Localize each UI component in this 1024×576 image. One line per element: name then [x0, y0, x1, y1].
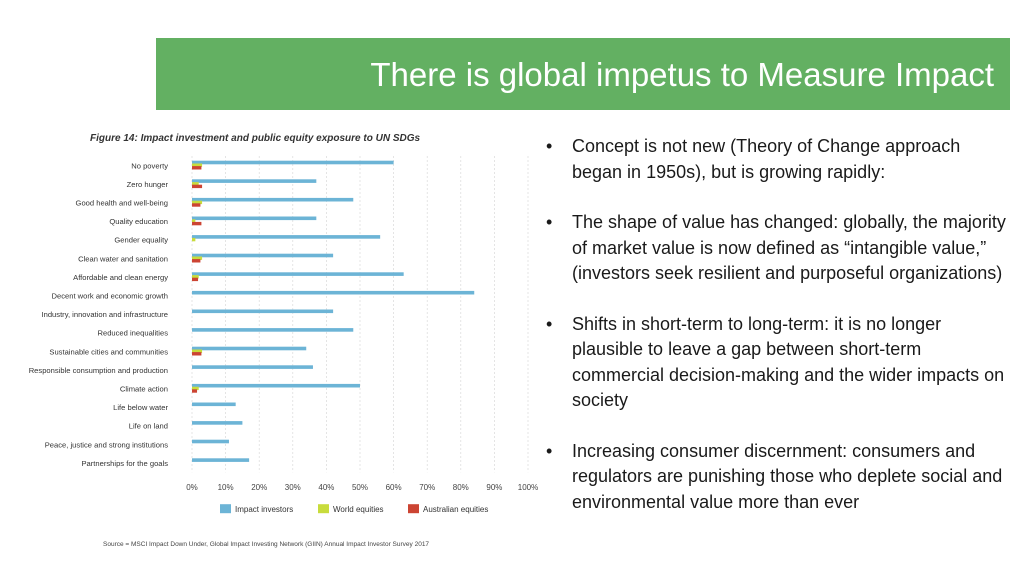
bullet-item: • Concept is not new (Theory of Change ap…: [546, 134, 1006, 185]
bar-world-equities: [192, 386, 199, 391]
legend-swatch: [318, 504, 329, 514]
category-label: Climate action: [120, 385, 168, 394]
bullet-text: Concept is not new (Theory of Change app…: [572, 136, 961, 182]
category-label: No poverty: [131, 161, 168, 170]
bullet-item: • The shape of value has changed: globall…: [546, 210, 1006, 287]
bar-impact-investors: [192, 383, 360, 388]
legend-label: Australian equities: [423, 505, 488, 514]
bar-impact-investors: [192, 365, 313, 369]
bar-world-equities: [192, 163, 203, 167]
bullet-dot: •: [546, 212, 553, 232]
bar-impact-investors: [192, 328, 354, 332]
category-label: Industry, innovation and infrastructure: [42, 310, 169, 319]
bar-impact-investors: [192, 290, 475, 295]
bar-impact-investors: [192, 346, 307, 351]
bar-impact-investors: [192, 253, 334, 258]
slide-title: There is global impetus to Measure Impac…: [370, 56, 994, 93]
bar-impact-investors: [192, 272, 404, 276]
category-label: Zero hunger: [127, 180, 169, 189]
bullet-dot: •: [546, 440, 553, 461]
category-label: Life on land: [129, 422, 168, 431]
bullet-item: • Shifts in short-term to long-term: it i…: [546, 312, 1006, 414]
bar-australian-equities: [192, 166, 202, 170]
category-label: Life below water: [113, 403, 168, 412]
bar-impact-investors: [192, 235, 381, 239]
sdg-bar-chart: Figure 14: Impact investment and public …: [29, 133, 539, 548]
source-note: Source = MSCI Impact Down Under, Global …: [103, 541, 429, 548]
x-tick-label: 100%: [518, 483, 538, 492]
figure: Figure 14: Impact investment and public …: [0, 124, 545, 554]
x-tick-label: 30%: [285, 483, 301, 492]
x-tick-label: 0%: [186, 483, 198, 492]
bullet-dot: •: [546, 136, 553, 156]
bullet-list: • Concept is not new (Theory of Change ap…: [546, 134, 1006, 540]
category-label: Good health and well-being: [76, 199, 168, 208]
bar-world-equities: [192, 349, 203, 353]
x-tick-label: 40%: [318, 483, 334, 492]
bullet-text: Shifts in short-term to long-term: it is…: [572, 313, 1005, 411]
bullet-dot: •: [546, 313, 553, 334]
title-bar: There is global impetus to Measure Impac…: [156, 38, 1010, 110]
bar-world-equities: [192, 182, 199, 186]
category-label: Affordable and clean energy: [73, 273, 168, 282]
bar-australian-equities: [192, 259, 201, 263]
bar-world-equities: [192, 200, 203, 205]
bar-australian-equities: [192, 221, 202, 226]
bar-world-equities: [192, 219, 196, 223]
bar-world-equities: [192, 275, 199, 279]
x-tick-label: 60%: [386, 483, 402, 492]
category-label: Decent work and economic growth: [52, 292, 169, 301]
legend-swatch: [408, 504, 419, 514]
chart-title: Figure 14: Impact investment and public …: [90, 133, 421, 144]
bar-world-equities: [192, 237, 196, 242]
bullet-text: The shape of value has changed: globally…: [572, 212, 1006, 283]
legend-label: Impact investors: [235, 505, 293, 514]
bar-impact-investors: [192, 439, 229, 444]
bar-impact-investors: [192, 421, 243, 425]
bar-impact-investors: [192, 458, 250, 462]
bar-australian-equities: [192, 277, 199, 282]
legend-swatch: [220, 504, 231, 514]
bar-australian-equities: [192, 184, 203, 189]
bar-australian-equities: [192, 352, 202, 356]
bar-australian-equities: [192, 203, 201, 207]
category-label: Clean water and sanitation: [78, 254, 168, 263]
bullet-item: • Increasing consumer discernment: consum…: [546, 439, 1006, 516]
bar-impact-investors: [192, 402, 236, 407]
bar-impact-investors: [192, 179, 317, 183]
bar-impact-investors: [192, 160, 394, 165]
category-label: Gender equality: [114, 236, 168, 245]
x-tick-label: 70%: [419, 483, 435, 492]
category-label: Sustainable cities and communities: [49, 347, 168, 356]
x-tick-label: 80%: [453, 483, 469, 492]
x-tick-label: 90%: [486, 483, 502, 492]
bar-world-equities: [192, 256, 203, 260]
x-tick-label: 50%: [352, 483, 368, 492]
x-tick-label: 10%: [218, 483, 234, 492]
bar-impact-investors: [192, 216, 317, 221]
category-label: Reduced inequalities: [97, 329, 168, 338]
bar-australian-equities: [192, 389, 198, 393]
category-label: Responsible consumption and production: [29, 366, 168, 375]
bar-impact-investors: [192, 197, 354, 202]
category-label: Peace, justice and strong institutions: [45, 440, 168, 449]
bullet-text: Increasing consumer discernment: consume…: [572, 440, 1003, 512]
category-label: Partnerships for the goals: [81, 459, 168, 468]
legend-label: World equities: [333, 505, 384, 514]
bar-impact-investors: [192, 309, 334, 314]
x-tick-label: 20%: [251, 483, 267, 492]
category-label: Quality education: [109, 217, 168, 226]
